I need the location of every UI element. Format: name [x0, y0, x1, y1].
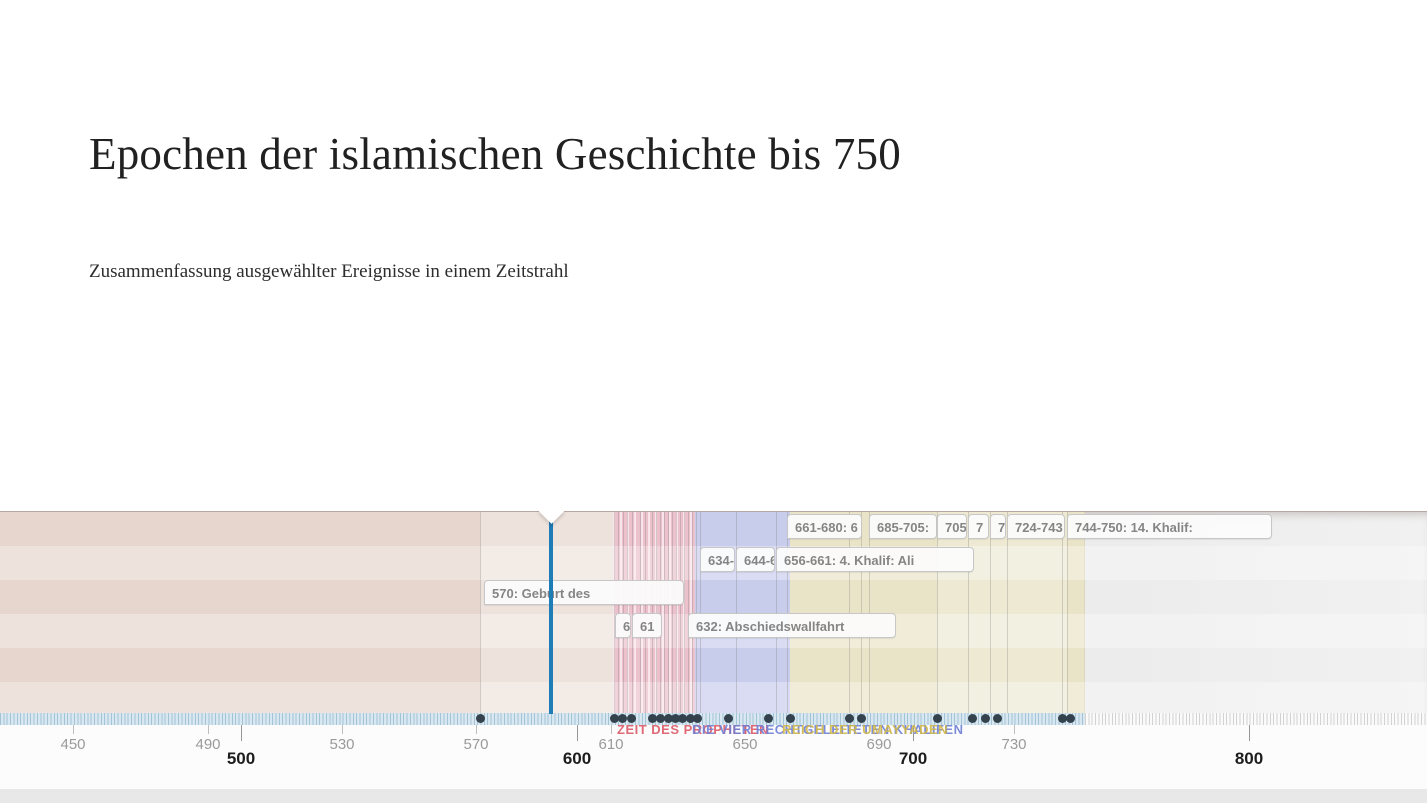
event-flag[interactable]: 705- [937, 514, 967, 539]
minor-tick [745, 725, 746, 734]
timeline-navigation[interactable]: 661-680: 6685-705:705-77724-743744-750: … [0, 497, 1427, 803]
event-line [1007, 512, 1008, 714]
event-flag[interactable]: 661-680: 6 [787, 514, 862, 539]
axis-label-minor: 730 [1001, 736, 1027, 753]
event-span [937, 512, 1067, 714]
event-marker-dot[interactable] [933, 714, 942, 723]
minor-tick [208, 725, 209, 734]
event-flag[interactable]: 632: Abschiedswallfahrt [688, 613, 896, 638]
event-flag[interactable]: 634- [700, 547, 735, 572]
event-marker-dot[interactable] [993, 714, 1002, 723]
event-marker-dot[interactable] [693, 714, 702, 723]
axis-label-major: 800 [1234, 749, 1264, 768]
tick-strip[interactable] [0, 713, 1085, 725]
event-marker-dot[interactable] [968, 714, 977, 723]
event-line [668, 512, 669, 714]
event-line [684, 512, 685, 714]
active-marker-line[interactable] [549, 512, 553, 714]
era-label: DIE VIER RECHTGELEITETEN KHALIFEN [692, 722, 964, 737]
event-marker-dot[interactable] [845, 714, 854, 723]
event-marker-dot[interactable] [678, 714, 687, 723]
event-marker-dot[interactable] [656, 714, 665, 723]
event-marker-dot[interactable] [724, 714, 733, 723]
event-line [614, 512, 615, 714]
axis-label-major: 700 [898, 749, 928, 768]
event-marker-dot[interactable] [476, 714, 485, 723]
minor-tick [611, 725, 612, 734]
axis-label-minor: 610 [598, 736, 624, 753]
event-line [672, 512, 673, 714]
era-label: REICH DER UMAYYADEN [782, 722, 949, 737]
footer-bar [0, 789, 1427, 803]
minor-tick [1014, 725, 1015, 734]
event-marker-dot[interactable] [1066, 714, 1075, 723]
axis-label-major: 600 [562, 749, 592, 768]
event-line [664, 512, 665, 714]
event-line [968, 512, 969, 714]
event-line [480, 512, 481, 714]
axis-label-major: 500 [226, 749, 256, 768]
event-line [680, 512, 681, 714]
event-marker-dot[interactable] [1058, 714, 1067, 723]
event-line [676, 512, 677, 714]
event-flag[interactable]: 656-661: 4. Khalif: Ali [776, 547, 974, 572]
event-flag[interactable]: 724-743 [1007, 514, 1065, 539]
pre-islamic-era-band[interactable] [0, 512, 614, 714]
event-flag[interactable]: 7 [968, 514, 989, 539]
event-marker-dot[interactable] [618, 714, 627, 723]
tick-strip[interactable] [1085, 713, 1427, 725]
major-tick [241, 725, 242, 741]
event-flag[interactable]: 6 [615, 613, 631, 638]
minor-tick [879, 725, 880, 734]
axis-label-minor: 690 [866, 736, 892, 753]
major-tick [913, 725, 914, 741]
event-marker-dot[interactable] [981, 714, 990, 723]
page-title: Epochen der islamischen Geschichte bis 7… [89, 129, 901, 179]
event-marker-dot[interactable] [786, 714, 795, 723]
event-marker-dot[interactable] [764, 714, 773, 723]
event-marker-dot[interactable] [686, 714, 695, 723]
event-line [937, 512, 938, 714]
event-flag[interactable]: 61 [632, 613, 662, 638]
major-tick [1249, 725, 1250, 741]
event-marker-dot[interactable] [671, 714, 680, 723]
minor-tick [342, 725, 343, 734]
axis-label-minor: 530 [329, 736, 355, 753]
axis-label-area [0, 725, 1427, 789]
event-marker-dot[interactable] [610, 714, 619, 723]
axis-label-minor: 490 [195, 736, 221, 753]
era-label: ZEIT DES PROPHETEN [617, 722, 770, 737]
minor-tick [73, 725, 74, 734]
event-span [480, 512, 613, 714]
event-marker-dot[interactable] [648, 714, 657, 723]
event-flag[interactable]: 644-6 [736, 547, 775, 572]
event-flag[interactable]: 685-705: [869, 514, 937, 539]
event-flag[interactable]: 744-750: 14. Khalif: [1067, 514, 1272, 539]
event-marker-dot[interactable] [857, 714, 866, 723]
axis-label-minor: 650 [732, 736, 758, 753]
event-flag[interactable]: 570: Geburt des [484, 580, 684, 605]
event-line [990, 512, 991, 714]
event-marker-dot[interactable] [627, 714, 636, 723]
page-subtitle: Zusammenfassung ausgewählter Ereignisse … [89, 261, 569, 282]
event-flag[interactable]: 7 [990, 514, 1006, 539]
event-line [1067, 512, 1068, 714]
event-line [1062, 512, 1063, 714]
major-tick [577, 725, 578, 741]
axis-label-minor: 450 [60, 736, 86, 753]
axis-label-minor: 570 [463, 736, 489, 753]
event-marker-dot[interactable] [664, 714, 673, 723]
minor-tick [476, 725, 477, 734]
